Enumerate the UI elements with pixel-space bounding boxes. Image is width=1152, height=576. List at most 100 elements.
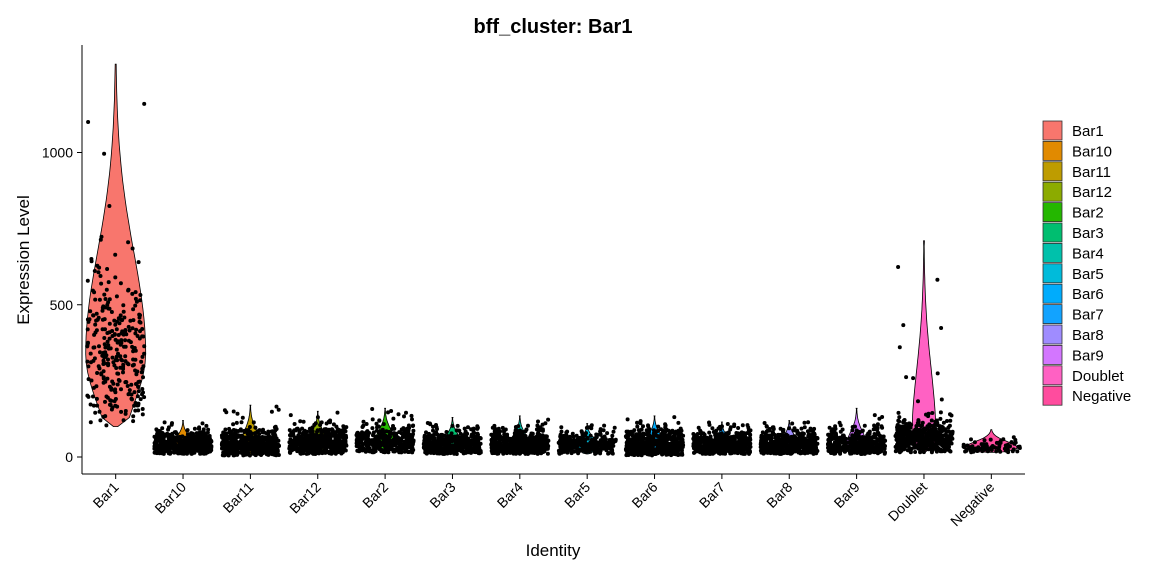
data-point xyxy=(397,443,402,448)
data-point xyxy=(447,437,452,442)
data-point xyxy=(110,329,115,333)
data-point xyxy=(602,423,607,428)
data-point xyxy=(133,408,138,413)
data-point xyxy=(374,421,379,426)
data-point xyxy=(117,321,122,326)
data-point xyxy=(449,431,454,436)
data-point xyxy=(276,407,281,412)
data-point xyxy=(201,433,206,438)
data-point xyxy=(267,434,271,439)
data-point xyxy=(173,430,178,435)
data-point xyxy=(316,438,321,443)
data-point xyxy=(126,324,131,329)
data-point xyxy=(139,359,144,364)
data-point xyxy=(300,426,305,431)
data-point xyxy=(455,423,460,428)
data-point xyxy=(291,429,296,434)
data-point xyxy=(117,378,122,383)
data-point xyxy=(423,445,428,450)
data-point xyxy=(98,418,103,423)
data-point xyxy=(90,288,95,293)
data-point xyxy=(94,318,99,323)
data-point xyxy=(605,431,610,436)
data-point xyxy=(391,426,396,431)
data-point xyxy=(701,445,706,450)
data-point xyxy=(707,430,712,435)
data-point xyxy=(257,443,262,447)
data-point xyxy=(742,435,746,440)
data-point xyxy=(133,290,138,295)
data-point xyxy=(105,267,110,271)
data-point xyxy=(133,331,138,336)
data-point xyxy=(232,453,237,458)
data-point xyxy=(709,440,714,445)
data-point xyxy=(113,322,118,327)
data-point xyxy=(310,442,315,447)
data-point xyxy=(103,297,108,301)
data-point xyxy=(476,441,481,446)
data-point xyxy=(138,293,143,297)
data-point xyxy=(152,444,157,449)
data-point xyxy=(581,448,586,453)
data-point xyxy=(118,365,123,370)
data-point xyxy=(650,447,655,452)
data-point xyxy=(107,306,112,311)
data-point xyxy=(318,435,323,440)
data-point xyxy=(539,435,544,440)
data-point xyxy=(473,443,478,448)
data-point xyxy=(175,444,180,449)
data-point xyxy=(105,331,110,335)
data-point xyxy=(381,422,386,427)
data-point xyxy=(107,297,112,302)
data-point xyxy=(88,351,93,356)
data-point xyxy=(91,394,95,399)
data-point xyxy=(100,308,105,313)
data-point xyxy=(233,428,238,433)
data-point xyxy=(201,449,206,454)
data-point xyxy=(106,300,111,305)
data-point xyxy=(524,427,529,432)
data-point xyxy=(166,451,171,456)
data-point xyxy=(108,403,113,407)
data-point xyxy=(196,426,201,431)
data-point xyxy=(122,315,127,320)
data-point xyxy=(588,433,593,438)
data-point xyxy=(166,425,171,430)
data-point xyxy=(119,338,124,343)
data-point xyxy=(625,417,630,422)
data-point xyxy=(490,449,495,453)
data-point xyxy=(444,430,449,434)
data-point xyxy=(428,447,433,452)
data-point xyxy=(560,445,565,450)
data-point xyxy=(123,344,128,349)
data-point xyxy=(434,423,438,427)
data-point xyxy=(171,447,176,452)
data-point xyxy=(334,449,339,454)
data-point xyxy=(637,443,642,447)
data-point xyxy=(469,427,474,432)
data-point xyxy=(609,439,613,444)
data-point xyxy=(133,296,138,301)
data-point xyxy=(565,450,570,455)
data-point xyxy=(315,415,320,420)
data-point xyxy=(508,450,513,455)
data-point xyxy=(136,389,141,394)
data-point xyxy=(647,434,652,439)
data-point xyxy=(692,435,696,440)
data-point xyxy=(739,448,744,453)
data-point xyxy=(513,438,518,443)
data-point xyxy=(113,252,118,257)
data-point xyxy=(692,443,697,447)
data-point xyxy=(251,435,256,440)
data-point xyxy=(114,327,119,332)
data-point xyxy=(274,453,279,458)
data-point xyxy=(676,441,681,446)
data-point xyxy=(434,430,439,435)
data-point xyxy=(406,440,411,445)
data-point xyxy=(502,447,507,452)
data-point xyxy=(142,344,147,349)
data-point xyxy=(680,440,685,445)
data-point xyxy=(312,446,317,451)
data-point xyxy=(738,434,743,439)
data-point xyxy=(632,428,637,433)
